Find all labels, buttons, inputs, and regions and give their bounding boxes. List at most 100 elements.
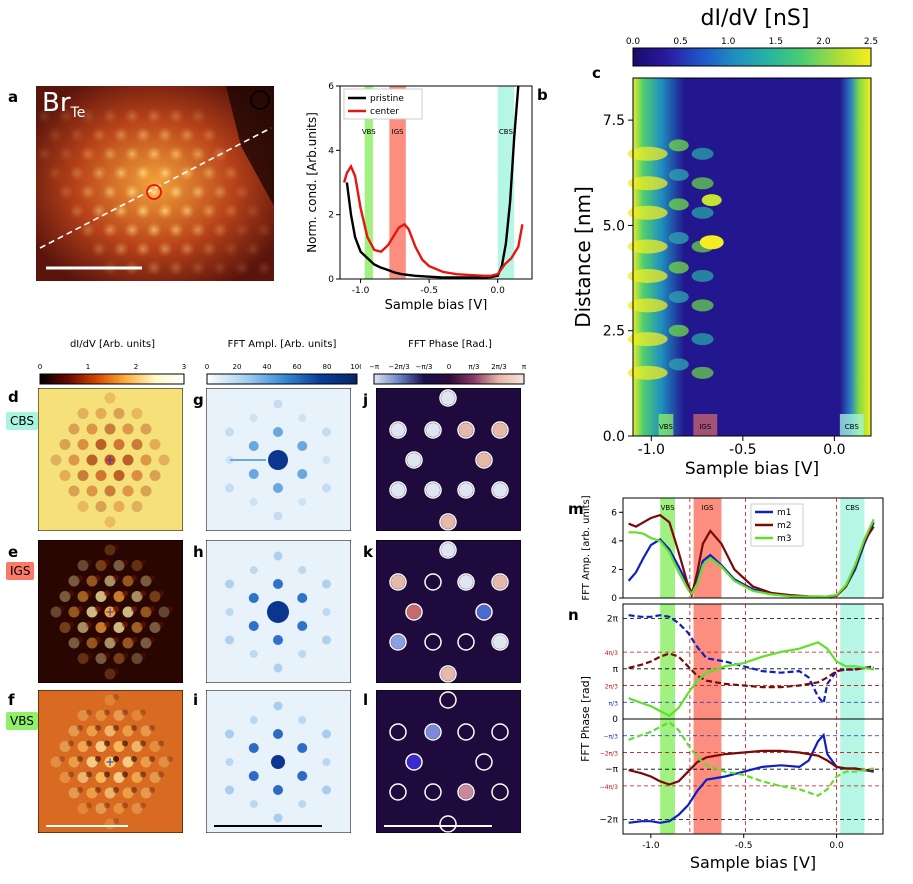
phase-spot [441, 391, 455, 405]
phase-ring [439, 691, 457, 709]
colorbar-c [632, 47, 872, 67]
band-label-vbs: VBS [362, 128, 376, 136]
fft-center [271, 755, 285, 769]
panel-letter-d: d [8, 388, 19, 406]
map-spot [131, 408, 143, 419]
phase-ring [457, 573, 475, 591]
map-dark-spot [77, 725, 83, 731]
map-spot [131, 439, 143, 450]
legend: pristine center [343, 88, 423, 120]
colorbar-tick: 0 [447, 363, 451, 371]
map-dark-spot [140, 771, 146, 778]
map-spot [104, 756, 116, 768]
heatmap-band-igs [693, 414, 718, 436]
map-spot [95, 772, 107, 783]
map-dark-spot [77, 606, 83, 612]
map-dark-spot [104, 559, 110, 566]
phase-spot [477, 453, 491, 467]
map-dark-spot [68, 771, 74, 778]
map-spot [122, 454, 134, 466]
colorbar-tick: 20 [233, 363, 242, 371]
map-dark-spot [104, 621, 110, 628]
band-label-vbs: VBS [661, 504, 675, 512]
ytick-label: −π/3 [604, 734, 619, 741]
band-cbs [497, 86, 515, 279]
fft-spot [321, 785, 331, 795]
map-spot [95, 560, 107, 571]
map-spot [140, 606, 152, 618]
colorbar-tick: 80 [323, 363, 332, 371]
map-dark-spot [113, 575, 119, 581]
fft-spot [249, 497, 258, 506]
phase-background [376, 540, 521, 683]
map-spot [122, 637, 134, 649]
fft-spot [273, 813, 283, 823]
panel-d-map: + [38, 388, 183, 531]
map-spot [86, 725, 98, 737]
map-dark-spot [95, 606, 101, 612]
map-spot [68, 606, 80, 618]
map-dark-spot [95, 756, 101, 762]
map-dark-spot [149, 787, 155, 793]
heatmap-band-label-vbs: VBS [659, 423, 673, 431]
map-spot [131, 710, 143, 721]
map-dark-spot [158, 740, 164, 747]
ytick-label: 6 [611, 508, 617, 518]
colorbar-tick: 60 [293, 363, 302, 371]
ytick-label: 4π/3 [605, 650, 618, 657]
map-dark-spot [95, 725, 101, 731]
fft-spot [225, 729, 235, 739]
map-dark-spot [149, 606, 155, 612]
panel-j-phase [376, 388, 521, 531]
colorbar-c-tick: 1.5 [769, 37, 783, 47]
map-spot [77, 622, 89, 633]
map-spot [104, 544, 116, 556]
colorbar-tick: 0 [205, 363, 209, 371]
phase-ring [457, 783, 475, 801]
fft-spot [225, 579, 235, 589]
phase-ring [457, 633, 475, 651]
colorbar-tick: 2π/3 [491, 363, 506, 371]
map-dark-spot [122, 621, 128, 628]
map-dark-spot [86, 621, 92, 628]
map-spot [104, 454, 116, 466]
map-dark-spot [68, 621, 74, 628]
ytick-label: 2.5 [603, 324, 625, 340]
xtick-label: 0.0 [829, 841, 844, 851]
map-dark-spot [77, 637, 83, 643]
map-spot [86, 485, 98, 497]
map-spot [113, 803, 125, 814]
map-dark-spot [149, 575, 155, 581]
map-dark-spot [140, 652, 146, 659]
phase-ring [475, 603, 493, 621]
phase-spot [493, 423, 507, 437]
map-dark-spot [95, 575, 101, 581]
map-dark-spot [131, 637, 137, 643]
xlabel-n: Sample bias [V] [690, 853, 816, 872]
panel-i-fft [206, 690, 351, 833]
series-m2_lower [628, 749, 874, 786]
fft-spot [249, 799, 258, 808]
map-spot [59, 591, 71, 602]
map-spot [140, 485, 152, 497]
map-spot [140, 725, 152, 737]
xlabel: Sample bias [V] [685, 459, 819, 479]
panel-letter-n: n [568, 606, 579, 624]
fft-spot [321, 427, 331, 437]
map-dark-spot [122, 590, 128, 597]
fft-spot [298, 566, 307, 575]
ytick-label: 4 [328, 146, 334, 156]
phase-ring [424, 783, 442, 801]
series-m2_upper [628, 652, 874, 689]
panel-g-fft [206, 388, 351, 531]
band-vbs [364, 86, 373, 279]
map-spot [131, 591, 143, 602]
fft-spot [248, 621, 259, 631]
map-dark-spot [140, 740, 146, 747]
phase-ring [424, 633, 442, 651]
colorbar-fft-phase: −π −2π/3 −π/3 0 π/3 2π/3 π [370, 363, 527, 385]
map-spot [68, 725, 80, 737]
map-spot [95, 591, 107, 602]
map-dark-spot [77, 787, 83, 793]
fft-center [267, 601, 289, 623]
